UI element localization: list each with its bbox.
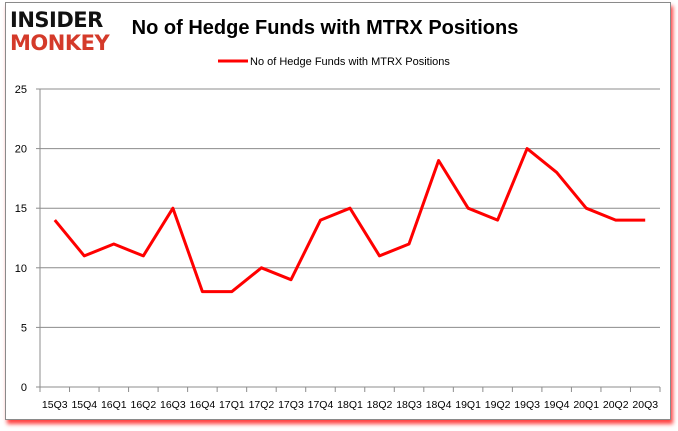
x-tick-label: 19Q4 (544, 399, 570, 411)
x-tick-label: 18Q4 (426, 399, 452, 411)
chart-title: No of Hedge Funds with MTRX Positions (132, 17, 519, 39)
x-tick-label: 18Q3 (396, 399, 422, 411)
y-tick-label: 5 (21, 322, 27, 334)
x-tick-label: 18Q1 (337, 399, 363, 411)
x-tick-label: 17Q4 (308, 399, 334, 411)
x-tick-label: 15Q3 (42, 399, 68, 411)
y-tick-label: 15 (15, 203, 27, 215)
x-tick-label: 16Q2 (130, 399, 156, 411)
x-tick-label: 20Q3 (632, 399, 658, 411)
legend-label: No of Hedge Funds with MTRX Positions (250, 56, 450, 68)
x-tick-label: 16Q3 (160, 399, 186, 411)
x-tick-label: 19Q3 (514, 399, 540, 411)
x-tick-label: 16Q1 (101, 399, 127, 411)
x-tick-label: 17Q1 (219, 399, 245, 411)
x-tick-label: 20Q1 (573, 399, 599, 411)
x-tick-label: 17Q2 (249, 399, 275, 411)
legend: No of Hedge Funds with MTRX Positions (218, 56, 450, 68)
x-tick-label: 15Q4 (71, 399, 97, 411)
x-tick-label: 16Q4 (190, 399, 216, 411)
chart-frame (5, 2, 671, 420)
y-tick-label: 0 (21, 382, 27, 394)
y-tick-label: 25 (15, 84, 27, 96)
logo-line2: MONKEY (10, 31, 110, 55)
x-tick-label: 19Q2 (485, 399, 511, 411)
series-line (53, 147, 646, 294)
x-tick-label: 19Q1 (455, 399, 481, 411)
insider-monkey-logo: INSIDER MONKEY (10, 8, 111, 55)
x-tick-label: 18Q2 (367, 399, 393, 411)
x-tick-label: 17Q3 (278, 399, 304, 411)
x-tick-label: 20Q2 (603, 399, 629, 411)
y-tick-label: 10 (15, 263, 27, 275)
y-tick-label: 20 (15, 144, 27, 156)
logo-line1: INSIDER (10, 8, 103, 32)
